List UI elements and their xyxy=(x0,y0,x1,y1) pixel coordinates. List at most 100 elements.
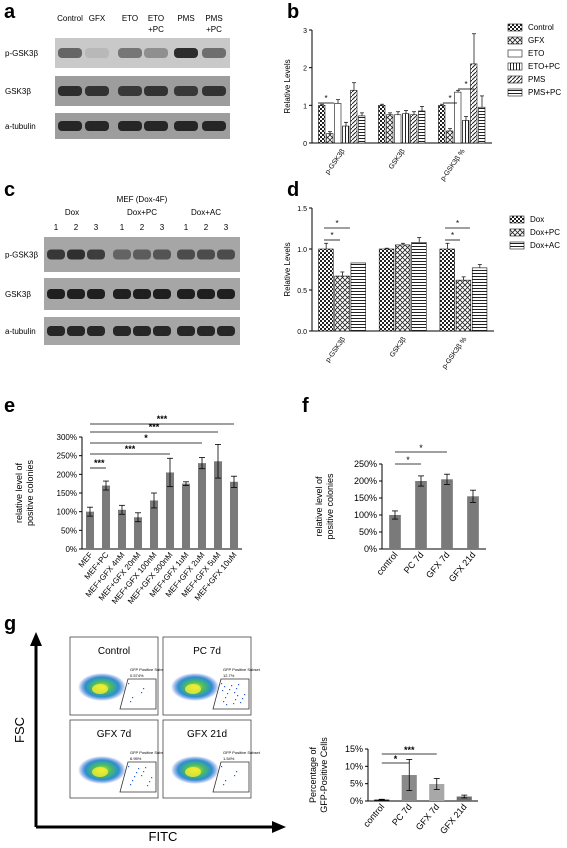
event-dot xyxy=(242,698,244,700)
event-dot xyxy=(141,775,143,777)
blot-band xyxy=(67,249,85,260)
y-tick-label: 0% xyxy=(364,544,377,554)
event-dot xyxy=(222,690,224,692)
row-label: GSK3β xyxy=(5,87,31,96)
bar xyxy=(386,114,394,144)
bar xyxy=(410,114,418,144)
event-dot xyxy=(143,688,145,690)
event-dot xyxy=(141,692,143,694)
bar xyxy=(478,106,486,144)
flow-plot-title: GFX 7d xyxy=(97,729,131,740)
flow-plot-title: PC 7d xyxy=(193,646,221,657)
significance-star: * xyxy=(448,94,451,103)
x-tick-label: GFX 21d xyxy=(438,802,469,836)
panel-letter-a: a xyxy=(4,1,16,23)
bar xyxy=(334,275,350,332)
panel-letter-c: c xyxy=(4,179,15,201)
gate-percentage: 1.54% xyxy=(223,756,235,761)
y-tick-label: 0% xyxy=(65,545,77,554)
gate-label: GFP Positive Subset xyxy=(130,667,168,672)
event-dot xyxy=(221,766,223,768)
event-dot xyxy=(231,685,233,687)
legend-label: Dox xyxy=(530,215,544,224)
significance-star: * xyxy=(464,80,467,89)
y-tick-label: 200% xyxy=(57,470,77,479)
bar xyxy=(334,103,342,144)
blot-band xyxy=(47,289,65,299)
event-dot xyxy=(132,780,134,782)
y-tick-label: 200% xyxy=(354,476,377,486)
panel-letter-d: d xyxy=(287,179,299,201)
blot-band xyxy=(58,121,82,131)
blot-band xyxy=(85,86,109,96)
y-tick-label: 1 xyxy=(303,103,307,110)
y-tick-label: 10% xyxy=(345,761,363,771)
x-tick-label: p-GSK3β xyxy=(325,336,347,364)
western-blot-c: MEF (Dox-4F)Dox Dox+PC Dox+AC1 2 3 1 2 3 1 2 3p-GS… xyxy=(5,195,240,345)
blot-band xyxy=(47,326,65,336)
event-dot xyxy=(132,697,134,699)
gate-percentage: 0.574% xyxy=(130,673,144,678)
blot-band xyxy=(217,289,235,299)
blot-band xyxy=(85,48,109,58)
panel-letter-g: g xyxy=(4,613,16,635)
gate-label: GFP Positive Subset xyxy=(223,667,261,672)
blot-band xyxy=(113,249,131,260)
x-arrow-head xyxy=(272,821,286,833)
legend-swatch xyxy=(509,215,525,224)
lane-sublabel: +PC xyxy=(148,25,164,34)
blot-header: MEF (Dox-4F) xyxy=(117,195,168,204)
significance-star: * xyxy=(406,455,410,465)
y-tick-label: 1.5 xyxy=(297,206,307,213)
gate-percentage: 12.7% xyxy=(223,673,235,678)
bar xyxy=(102,485,110,549)
event-dot xyxy=(143,771,145,773)
blot-band xyxy=(144,86,168,96)
blot-band xyxy=(177,249,195,260)
bar xyxy=(350,262,366,332)
blot-band xyxy=(118,121,142,131)
blot-band xyxy=(118,86,142,96)
bar xyxy=(446,130,454,144)
bar xyxy=(86,511,94,549)
panel-letter-b: b xyxy=(287,1,299,23)
chart-f: 0% 50% 100% 150% 200% 250% relative level of po… xyxy=(314,443,486,584)
event-dot xyxy=(138,768,140,770)
bar xyxy=(467,496,479,549)
bar xyxy=(471,267,488,332)
y-axis-label: positive colonies xyxy=(325,473,335,540)
event-dot xyxy=(234,692,236,694)
event-dot xyxy=(225,780,227,782)
x-tick-label: GSK3β xyxy=(389,336,408,359)
legend-swatch xyxy=(507,88,523,97)
lane-label: PMS xyxy=(205,14,222,23)
legend-label: GFX xyxy=(528,36,545,45)
event-dot xyxy=(136,772,138,774)
event-dot xyxy=(147,785,149,787)
group-label: Dox+PC xyxy=(127,208,157,217)
y-tick-label: 0.5 xyxy=(297,288,307,295)
event-dot xyxy=(223,784,225,786)
row-label: a-tubulin xyxy=(5,122,36,131)
bar xyxy=(378,248,395,332)
legend-label: Dox+AC xyxy=(530,241,560,250)
significance-star: * xyxy=(335,219,338,228)
y-arrow-head xyxy=(30,632,42,646)
blot-band xyxy=(217,326,235,336)
bar xyxy=(441,479,453,549)
y-axis-label: positive colonies xyxy=(25,459,35,526)
bar xyxy=(438,105,446,144)
x-tick-label: control xyxy=(361,802,386,829)
significance-star: *** xyxy=(149,422,160,432)
y-axis-label: relative level of xyxy=(14,462,24,523)
gate-polygon xyxy=(212,678,250,710)
blot-band xyxy=(153,249,171,260)
bar xyxy=(358,115,366,144)
event-dot xyxy=(151,777,153,779)
significance-star: * xyxy=(324,94,327,103)
blot-band xyxy=(67,289,85,299)
y-axis-title: FSC xyxy=(12,717,27,743)
bar xyxy=(411,242,427,332)
gate-label: GFP Positive Subset xyxy=(130,750,168,755)
